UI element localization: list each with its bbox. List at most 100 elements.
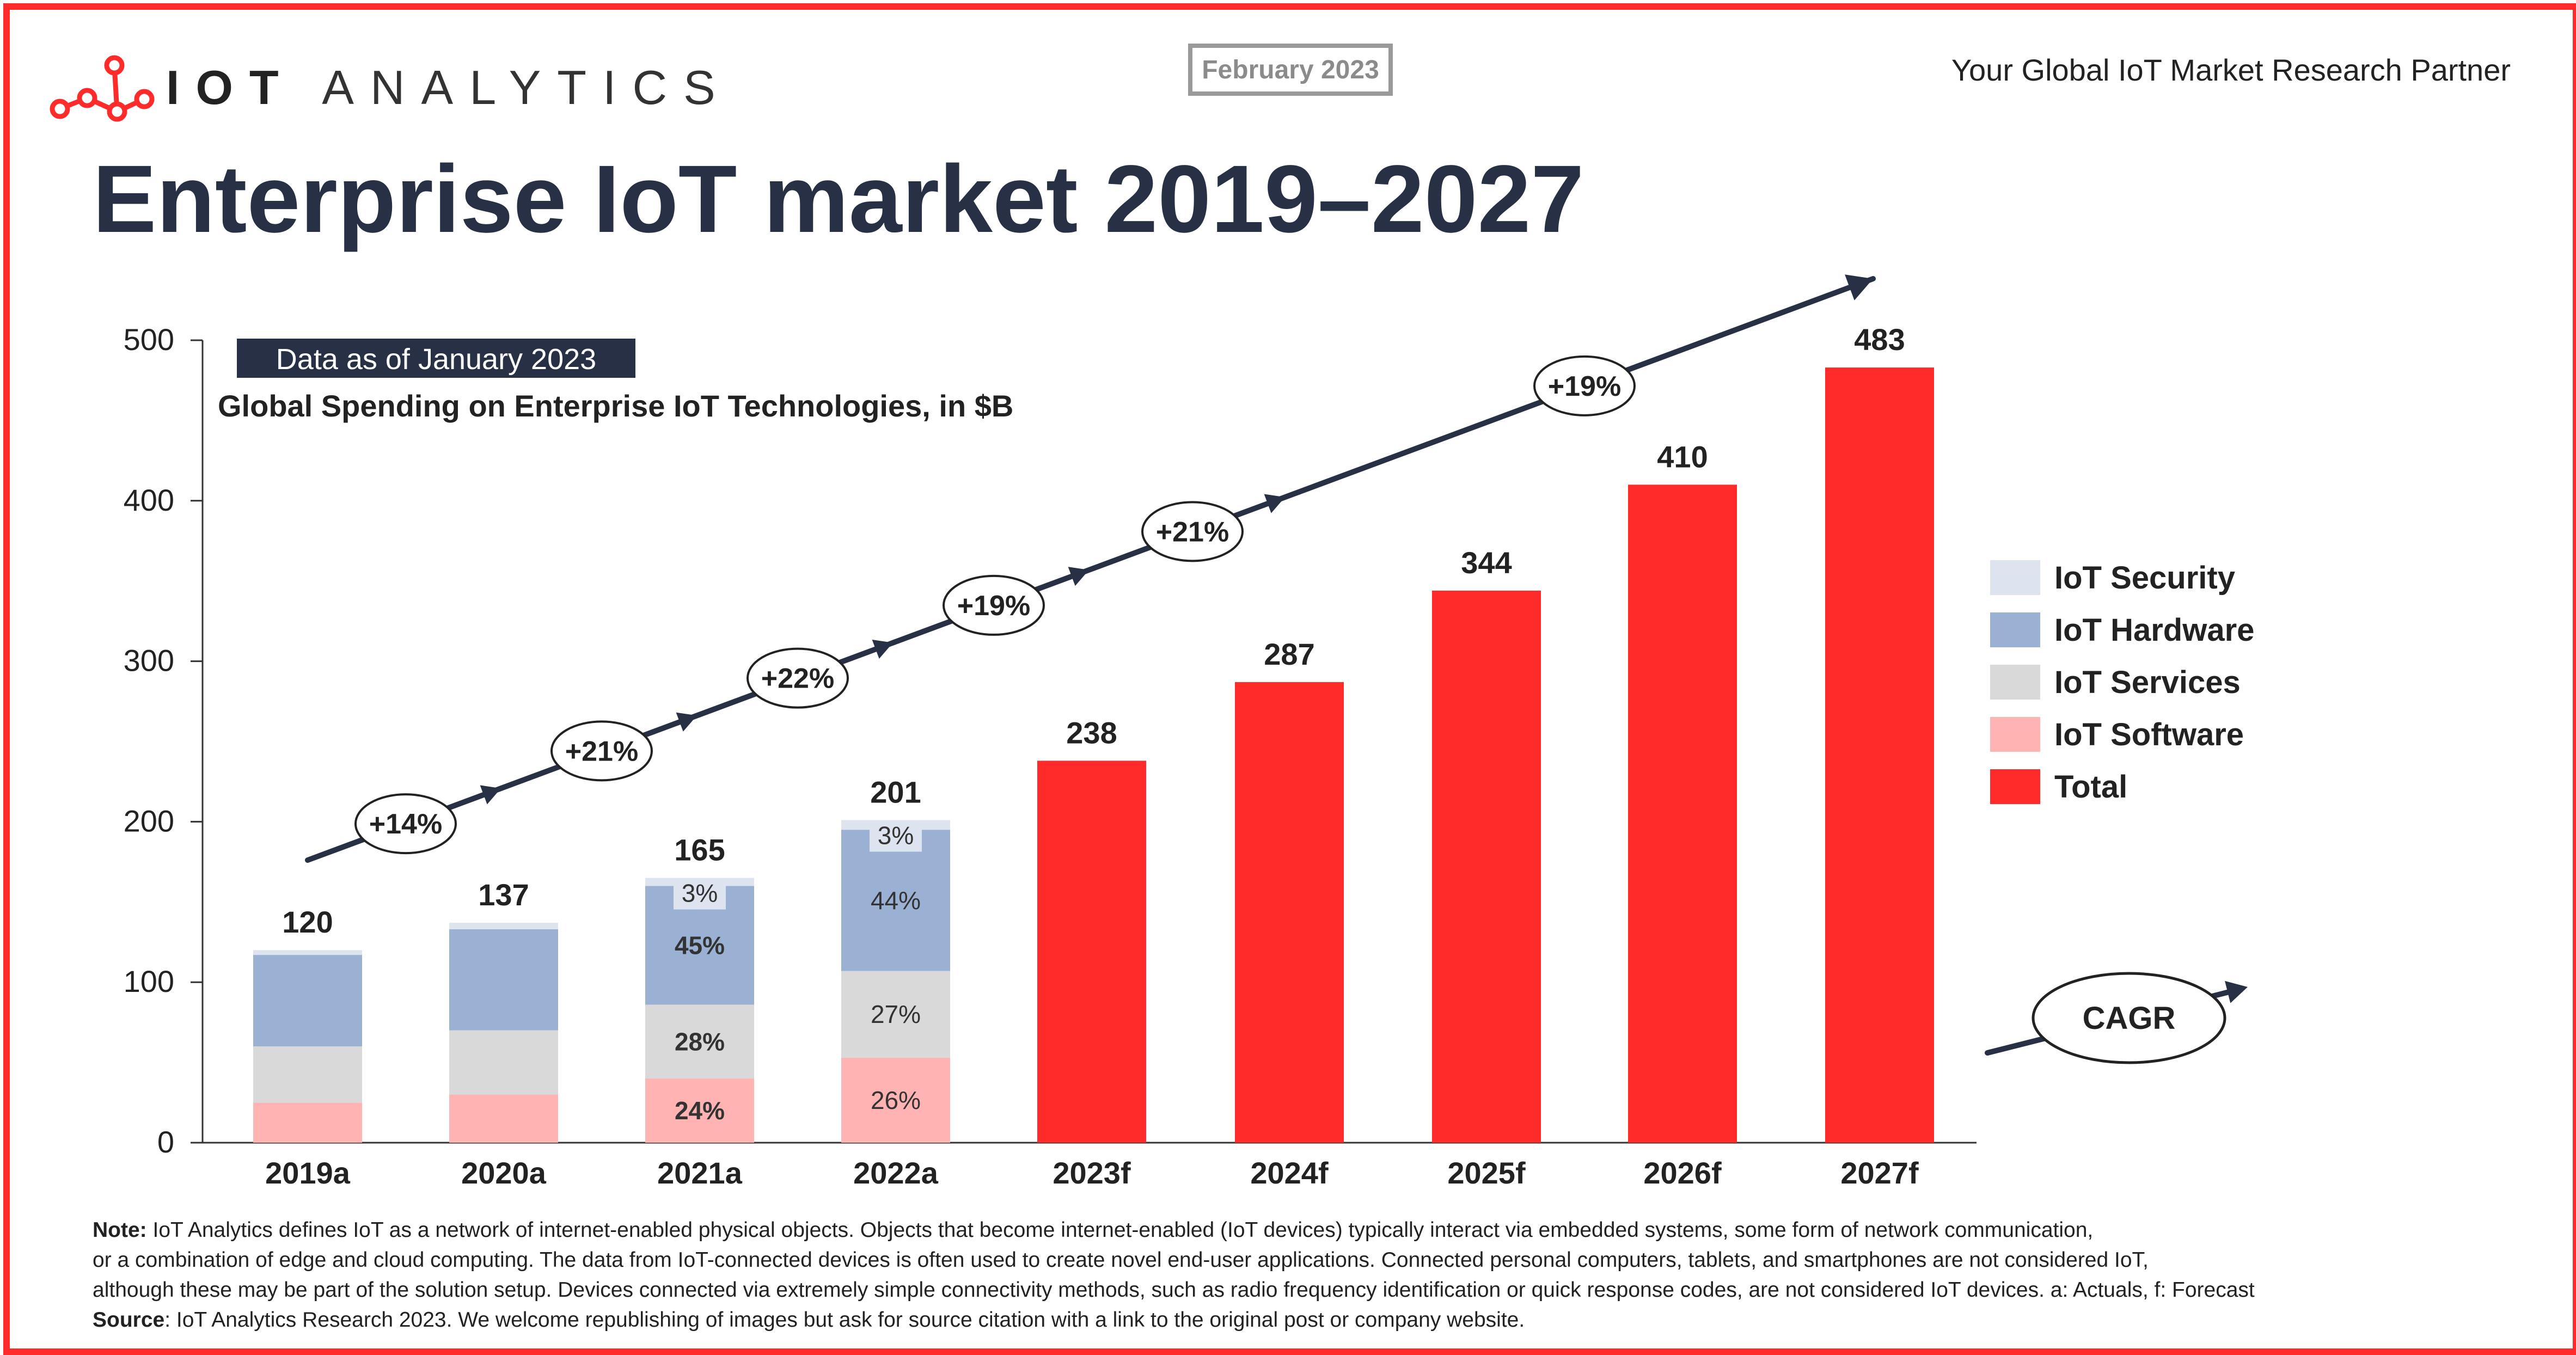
segment-label-bg — [870, 821, 922, 852]
y-tick-label: 200 — [124, 804, 174, 838]
segment-label: 24% — [675, 1096, 725, 1125]
total-label: 483 — [1854, 322, 1905, 357]
legend-item-services: IoT Services — [1990, 656, 2254, 708]
cagr-bubble — [2032, 972, 2226, 1064]
data-badge-bg — [237, 339, 635, 378]
y-tick-label: 300 — [124, 643, 174, 678]
source-text: : IoT Analytics Research 2023. We welcom… — [164, 1308, 1525, 1332]
bar-iot-software-2019a — [253, 1102, 362, 1143]
x-tick-label: 2027f — [1840, 1156, 1919, 1190]
source-line: Source: IoT Analytics Research 2023. We … — [93, 1305, 2488, 1335]
note-label: Note: — [93, 1218, 147, 1242]
y-tick-label: 0 — [157, 1125, 174, 1159]
x-tick-label: 2025f — [1447, 1156, 1526, 1190]
source-label: Source — [93, 1308, 165, 1332]
legend-label: IoT Hardware — [2054, 612, 2255, 648]
growth-label: +14% — [369, 808, 442, 840]
bar-iot-security-2020a — [449, 923, 558, 929]
legend-swatch — [1990, 717, 2040, 752]
trend-arrowhead-icon — [480, 785, 501, 805]
segment-label: 44% — [871, 886, 921, 915]
growth-label: +19% — [1548, 371, 1621, 402]
brand-name: IOT ANALYTICS — [166, 60, 732, 115]
bar-iot-software-2022a — [841, 1057, 950, 1143]
trend-arrowhead-icon — [872, 639, 893, 659]
tagline: Your Global IoT Market Research Partner — [1951, 53, 2511, 87]
growth-bubble — [943, 574, 1045, 636]
note-text-1: IoT Analytics defines IoT as a network o… — [152, 1218, 2094, 1242]
bar-iot-services-2020a — [449, 1030, 558, 1095]
legend-item-software: IoT Software — [1990, 708, 2254, 761]
total-label: 120 — [282, 905, 333, 939]
bar-iot-services-2021a — [645, 1004, 754, 1079]
x-tick-label: 2021a — [657, 1156, 743, 1190]
bar-iot-services-2019a — [253, 1046, 362, 1103]
legend-label: IoT Security — [2054, 560, 2235, 596]
legend-label: IoT Software — [2054, 716, 2244, 752]
iot-analytics-logo-icon — [50, 55, 155, 122]
x-tick-label: 2019a — [265, 1156, 351, 1190]
page-title: Enterprise IoT market 2019–2027 — [93, 146, 1584, 253]
segment-label: 3% — [878, 821, 914, 849]
legend-swatch — [1990, 665, 2040, 700]
legend-item-hardware: IoT Hardware — [1990, 604, 2254, 656]
x-tick-label: 2026f — [1643, 1156, 1722, 1190]
trend-arrowhead-icon — [1845, 274, 1873, 301]
segment-label: 45% — [675, 931, 725, 959]
trend-arrowhead-icon — [1068, 567, 1089, 586]
segment-label: 3% — [682, 879, 718, 908]
growth-label: +21% — [565, 735, 638, 767]
bar-total-2026f — [1628, 485, 1737, 1143]
data-badge-label: Data as of January 2023 — [276, 343, 596, 376]
footnote: Note: IoT Analytics defines IoT as a net… — [93, 1215, 2488, 1335]
legend-label: IoT Services — [2054, 664, 2241, 700]
growth-bubble — [1141, 501, 1244, 562]
legend-swatch — [1990, 560, 2040, 595]
trend-arrowhead-icon — [676, 712, 697, 732]
bar-total-2024f — [1235, 682, 1344, 1143]
cagr-label: CAGR — [2083, 1001, 2176, 1036]
legend-swatch — [1990, 612, 2040, 647]
note-line-2: or a combination of edge and cloud compu… — [93, 1248, 2149, 1272]
x-tick-label: 2024f — [1250, 1156, 1329, 1190]
growth-bubble — [354, 793, 457, 855]
bar-total-2023f — [1037, 761, 1146, 1143]
growth-label: +21% — [1156, 516, 1229, 548]
segment-label-bg — [674, 879, 726, 910]
y-tick-label: 400 — [124, 483, 174, 517]
x-tick-label: 2020a — [461, 1156, 547, 1190]
note-line-3: although these may be part of the soluti… — [93, 1278, 2255, 1302]
bar-iot-security-2019a — [253, 950, 362, 955]
bar-iot-software-2020a — [449, 1094, 558, 1143]
total-label: 165 — [674, 833, 725, 867]
legend-item-total: Total — [1990, 761, 2254, 813]
segment-label: 26% — [871, 1086, 921, 1114]
growth-bubble — [550, 720, 653, 782]
growth-label: +19% — [957, 590, 1030, 622]
bar-chart: 0 100 200 300 400 500 Data as of January 2023 G… — [124, 274, 2248, 1190]
growth-bubble — [747, 647, 849, 709]
legend: IoT Security IoT Hardware IoT Services I… — [1990, 551, 2254, 813]
bar-iot-hardware-2022a — [841, 830, 950, 971]
x-tick-label: 2022a — [853, 1156, 939, 1190]
legend-swatch — [1990, 769, 2040, 804]
brand-rest: ANALYTICS — [322, 60, 732, 114]
bar-total-2027f — [1825, 367, 1934, 1143]
x-tick-label: 2023f — [1053, 1156, 1131, 1190]
bar-iot-services-2022a — [841, 971, 950, 1058]
growth-bubble — [1533, 355, 1636, 416]
note-line-1: Note: IoT Analytics defines IoT as a net… — [93, 1215, 2488, 1245]
total-label: 201 — [870, 775, 921, 809]
bar-iot-hardware-2019a — [253, 955, 362, 1047]
segment-label: 28% — [675, 1027, 725, 1056]
legend-item-security: IoT Security — [1990, 551, 2254, 604]
bar-iot-software-2021a — [645, 1078, 754, 1143]
cagr-arrowhead-icon — [2225, 980, 2248, 1003]
brand-bold: IOT — [166, 60, 295, 114]
total-label: 287 — [1264, 637, 1314, 671]
legend-label: Total — [2054, 769, 2128, 805]
total-label: 344 — [1461, 545, 1512, 580]
date-badge: February 2023 — [1188, 44, 1393, 96]
chart-subtitle: Global Spending on Enterprise IoT Techno… — [218, 389, 1013, 423]
y-tick-label: 500 — [124, 322, 174, 357]
